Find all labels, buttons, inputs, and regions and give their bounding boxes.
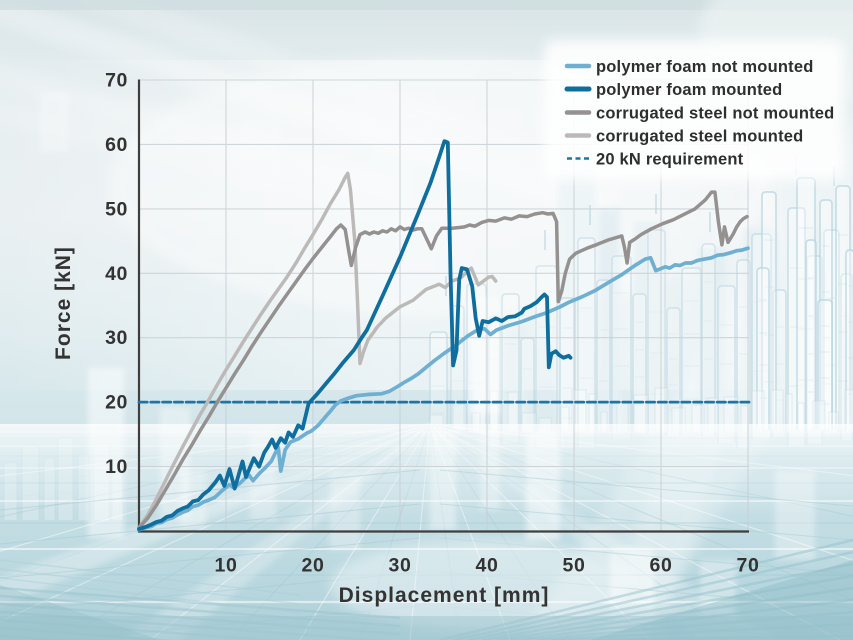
svg-text:polymer foam mounted: polymer foam mounted xyxy=(596,81,782,99)
svg-text:70: 70 xyxy=(737,555,760,577)
svg-text:10: 10 xyxy=(105,456,128,478)
svg-text:60: 60 xyxy=(650,555,673,577)
svg-text:30: 30 xyxy=(105,327,128,349)
svg-text:20: 20 xyxy=(105,392,128,414)
svg-text:20 kN requirement: 20 kN requirement xyxy=(596,151,744,169)
svg-text:Force [kN]: Force [kN] xyxy=(52,246,75,360)
svg-text:40: 40 xyxy=(476,555,499,577)
svg-text:50: 50 xyxy=(563,555,586,577)
svg-text:40: 40 xyxy=(105,263,128,285)
svg-text:polymer foam not mounted: polymer foam not mounted xyxy=(596,58,813,76)
svg-text:10: 10 xyxy=(215,555,238,577)
svg-text:Displacement [mm]: Displacement [mm] xyxy=(339,584,550,607)
svg-text:70: 70 xyxy=(105,70,128,92)
svg-text:corrugated steel not mounted: corrugated steel not mounted xyxy=(596,105,834,123)
svg-text:corrugated steel mounted: corrugated steel mounted xyxy=(596,128,803,146)
svg-text:60: 60 xyxy=(105,134,128,156)
svg-text:30: 30 xyxy=(389,555,412,577)
svg-text:20: 20 xyxy=(302,555,325,577)
svg-text:50: 50 xyxy=(105,198,128,220)
